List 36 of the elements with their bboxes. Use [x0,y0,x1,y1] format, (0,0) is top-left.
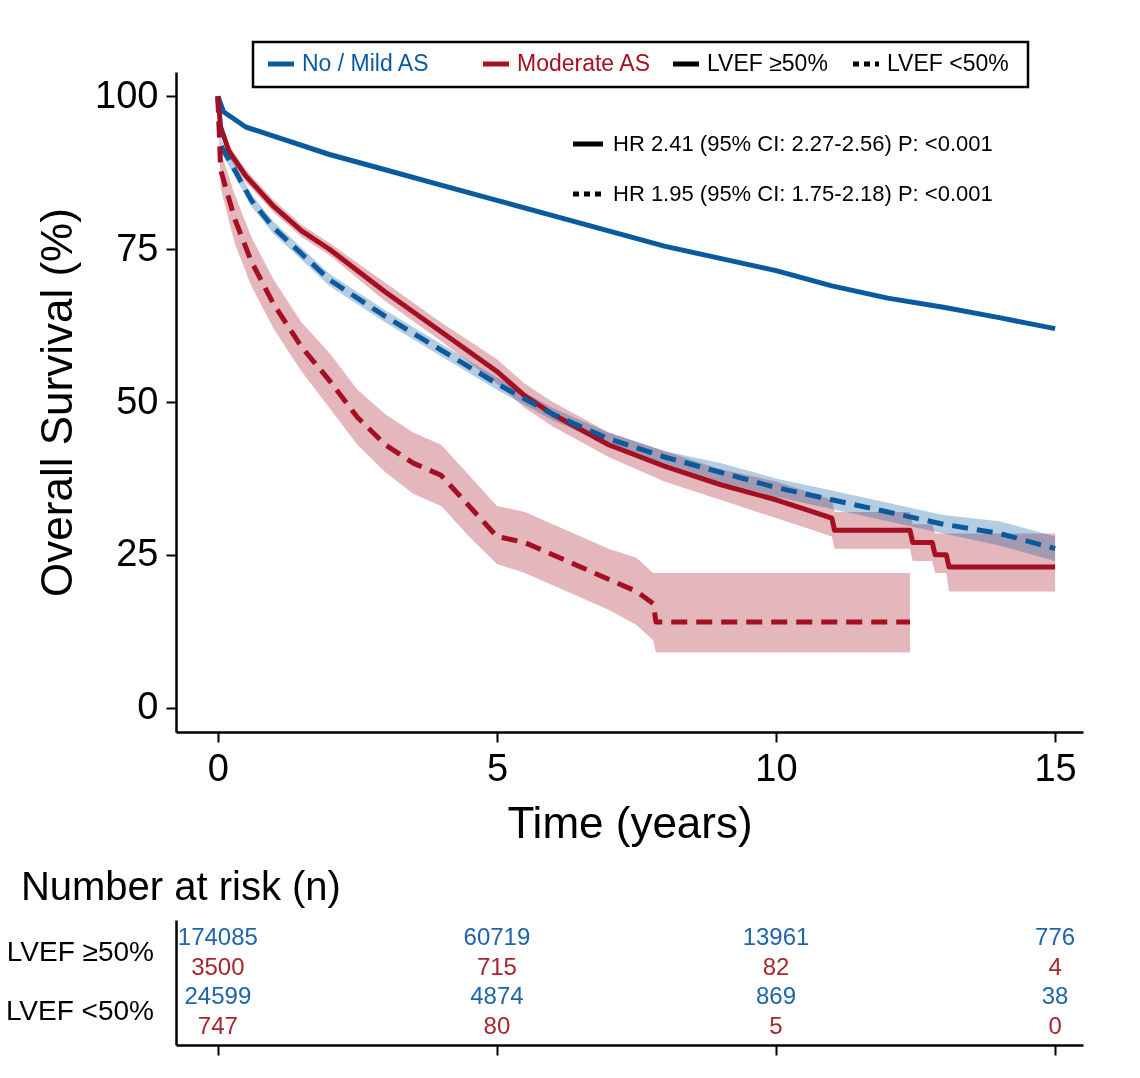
annotation: LVEF <50% [887,50,1009,76]
text: 4 [1048,952,1062,980]
text: 82 [762,952,790,980]
text: 776 [1035,922,1076,950]
text: Number at risk (n) [20,864,341,908]
x-tick-label: 15 [1034,746,1077,789]
y-tick-label: 50 [116,379,159,422]
category-label: LVEF ≥50% [6,935,154,967]
legend-label: Moderate AS [517,50,650,76]
text: 38 [1041,982,1069,1010]
text: 80 [483,1012,511,1040]
category-label: LVEF <50% [5,995,154,1027]
text: 174085 [177,922,258,950]
x-axis-title: Time (years) [507,797,753,847]
legend-label: No / Mild AS [302,50,429,76]
annotation: HR 1.95 (95% CI: 1.75-2.18) P: <0.001 [613,181,993,206]
x-tick-label: 0 [207,746,229,789]
annotation: HR 2.41 (95% CI: 2.27-2.56) P: <0.001 [613,131,993,156]
x-tick-label: 5 [486,746,509,789]
y-tick-label: 25 [116,532,159,575]
text: 3500 [191,952,245,980]
text: 13961 [742,922,810,950]
y-tick-label: 100 [95,73,159,116]
text: 0 [1048,1012,1062,1040]
text: 869 [755,982,797,1010]
text: 747 [197,1012,238,1040]
text: 4874 [470,982,524,1010]
text: 715 [476,952,517,980]
text: 60719 [463,922,531,950]
y-tick-label: 0 [137,685,159,728]
annotation: LVEF ≥50% [707,50,828,76]
text: 24599 [184,982,252,1010]
y-axis-title: Overall Survival (%) [32,208,82,597]
y-tick-label: 75 [116,226,159,269]
x-tick-label: 10 [755,746,798,789]
text: 5 [769,1012,783,1040]
